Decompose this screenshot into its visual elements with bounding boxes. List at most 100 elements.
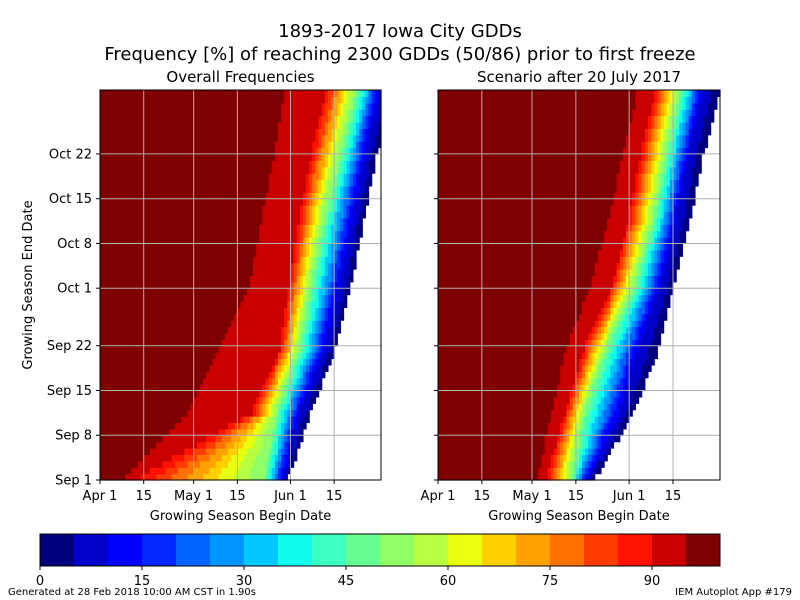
heatmap-cell (312, 249, 317, 257)
heatmap-cell (199, 460, 217, 468)
heatmap-cell (293, 275, 298, 283)
heatmap-cell (638, 185, 643, 193)
heatmap-cell (321, 320, 326, 328)
heatmap-cell (296, 416, 304, 424)
heatmap-cell (256, 396, 260, 404)
heatmap-cell (356, 153, 360, 161)
heatmap-cell (644, 358, 655, 366)
heatmap-cell (594, 358, 599, 366)
heatmap-cell (299, 403, 310, 411)
heatmap-cell (591, 467, 596, 475)
heatmap-cell (315, 320, 320, 328)
heatmap-cell (622, 281, 627, 289)
heatmap-cell (309, 294, 313, 302)
heatmap-cell (352, 121, 357, 129)
heatmap-cell (356, 192, 363, 200)
heatmap-cell (100, 256, 254, 264)
heatmap-cell (299, 313, 304, 321)
heatmap-cell (299, 422, 307, 430)
heatmap-cell (616, 416, 624, 424)
heatmap-cell (438, 230, 605, 238)
heatmap-cell (666, 237, 671, 245)
heatmap-cell (438, 294, 586, 302)
heatmap-cell (629, 243, 633, 251)
heatmap-cell (359, 128, 363, 136)
heatmap-cell (600, 326, 605, 334)
heatmap-cell (312, 237, 317, 245)
heatmap-cell (100, 460, 139, 468)
heatmap-cell (616, 428, 624, 436)
heatmap-cell (660, 256, 665, 264)
heatmap-cell (613, 345, 618, 353)
heatmap-cell (657, 160, 662, 168)
heatmap-cell (196, 390, 260, 398)
heatmap-cell (635, 326, 640, 334)
heatmap-cell (438, 211, 611, 219)
heatmap-cell (688, 90, 693, 97)
heatmap-cell (701, 96, 712, 104)
heatmap-cell (563, 435, 568, 443)
heatmap-cell (597, 416, 605, 424)
heatmap-cell (349, 147, 354, 155)
heatmap-cell (331, 198, 335, 206)
heatmap-cell (334, 121, 338, 129)
heatmap-cell (362, 115, 366, 123)
heatmap-cell (569, 473, 574, 481)
heatmap-cell (331, 96, 335, 104)
heatmap-cell (268, 377, 273, 385)
heatmap-cell (309, 205, 313, 213)
heatmap-cell (256, 422, 263, 430)
heatmap-cell (281, 332, 285, 340)
heatmap-cell (600, 371, 605, 379)
heatmap-cell (594, 460, 599, 468)
heatmap-cell (346, 275, 354, 283)
heatmap-cell (299, 230, 304, 238)
heatmap-cell (616, 294, 621, 302)
heatmap-cell (100, 211, 263, 219)
heatmap-cell (438, 409, 552, 417)
heatmap-cell (638, 300, 643, 308)
heatmap-cell (302, 326, 307, 334)
heatmap-cell (666, 185, 671, 193)
heatmap-cell (629, 230, 633, 238)
heatmap-cell (607, 390, 611, 398)
heatmap-cell (610, 211, 630, 219)
heatmap-cell (362, 102, 366, 110)
heatmap-cell (594, 262, 618, 270)
heatmap-cell (582, 307, 602, 315)
heatmap-cell (356, 173, 360, 181)
heatmap-cell (591, 358, 596, 366)
heatmap-cell (334, 198, 338, 206)
heatmap-cell (290, 275, 295, 283)
heatmap-cell (334, 173, 338, 181)
heatmap-cell (331, 300, 335, 308)
heatmap-cell (327, 352, 335, 360)
heatmap-cell (607, 339, 615, 347)
heatmap-cell (343, 262, 351, 270)
heatmap-cell (362, 192, 370, 200)
heatmap-cell (594, 339, 599, 347)
heatmap-cell (594, 269, 618, 277)
heatmap-cell (299, 396, 304, 404)
heatmap-cell (438, 288, 589, 296)
heatmap-cell (572, 390, 577, 398)
heatmap-cell (694, 109, 699, 117)
heatmap-cell (622, 237, 627, 245)
heatmap-cell (349, 115, 354, 123)
heatmap-cell (610, 288, 615, 296)
heatmap-cell (337, 237, 342, 245)
heatmap-cell (346, 224, 351, 232)
heatmap-cell (591, 422, 599, 430)
heatmap-cell (299, 307, 304, 315)
heatmap-cell (337, 115, 342, 123)
heatmap-cell (268, 179, 307, 187)
heatmap-cell (588, 473, 593, 481)
heatmap-cell (327, 173, 332, 181)
heatmap-cell (337, 313, 345, 321)
heatmap-cell (563, 460, 568, 468)
heatmap-cell (281, 345, 285, 353)
heatmap-cell (641, 313, 646, 321)
heatmap-cell (268, 448, 273, 456)
heatmap-cell (635, 313, 640, 321)
heatmap-cell (296, 224, 301, 232)
